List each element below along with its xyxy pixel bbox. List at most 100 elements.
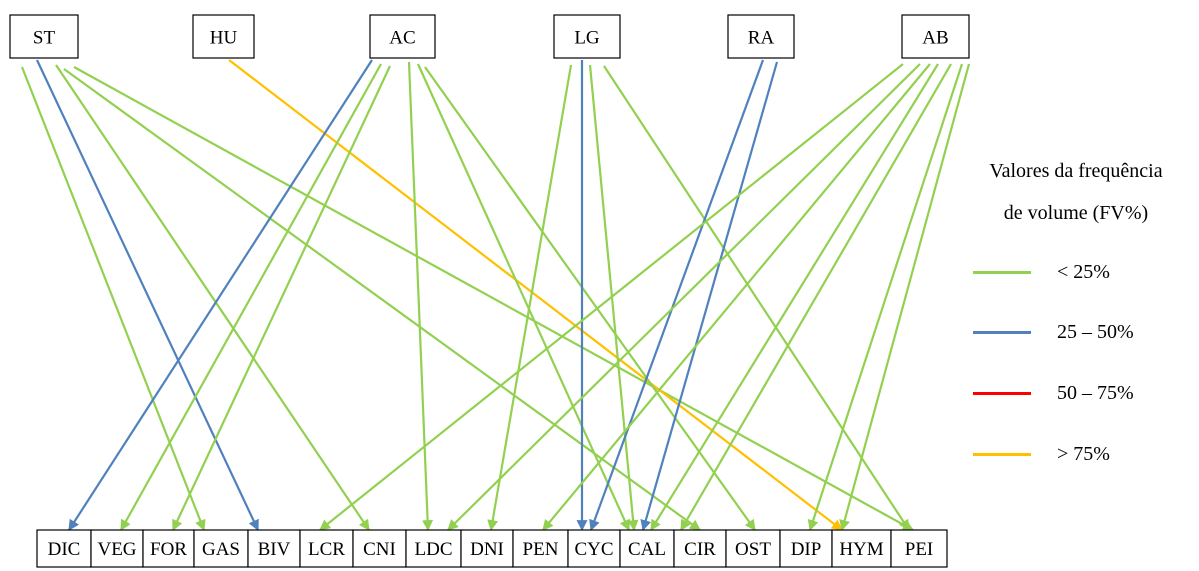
link-ab-dip xyxy=(807,63,964,532)
target-node-label: CIR xyxy=(684,539,716,560)
link-st-pei xyxy=(73,66,914,531)
source-node-box xyxy=(901,14,970,59)
target-node-label: CYC xyxy=(574,539,613,560)
link-ab-cir xyxy=(680,63,952,531)
target-node-label: LDC xyxy=(415,539,453,560)
target-node-for: FOR xyxy=(142,529,195,568)
target-node-label: DIP xyxy=(791,539,822,560)
source-node-box xyxy=(192,14,255,59)
target-node-box xyxy=(567,529,621,568)
target-node-label: CAL xyxy=(628,539,666,560)
source-node-label: AB xyxy=(922,28,948,49)
link-ra-cal xyxy=(640,61,779,532)
source-nodes: ST HU AC LG RA AB xyxy=(9,14,970,59)
source-node-box xyxy=(9,14,79,59)
target-nodes: DIC VEG FOR GAS BIV LCR CNI LDC DNI PEN CYC CAL CIR O… xyxy=(36,529,948,568)
source-node-box xyxy=(369,14,436,59)
link-st-biv xyxy=(36,59,259,531)
target-node-box xyxy=(725,529,781,568)
link-ac-for xyxy=(172,65,391,531)
target-node-cyc: CYC xyxy=(567,529,621,568)
target-node-box xyxy=(142,529,195,568)
link-ab-ldc xyxy=(447,63,921,531)
target-node-label: DNI xyxy=(470,539,504,560)
legend-label-lt25: < 25% xyxy=(1057,261,1110,283)
link-ab-hym xyxy=(839,63,971,532)
target-node-label: LCR xyxy=(308,539,345,560)
target-node-box xyxy=(247,529,301,568)
target-node-box xyxy=(619,529,675,568)
target-node-label: GAS xyxy=(202,539,240,560)
target-node-dic: DIC xyxy=(36,529,92,568)
target-node-box xyxy=(831,529,892,568)
target-node-box xyxy=(352,529,407,568)
target-node-ldc: LDC xyxy=(405,529,462,568)
legend-swatch-lt25 xyxy=(973,271,1031,274)
legend-title-line1: Valores da frequência xyxy=(989,160,1163,182)
link-st-cni xyxy=(55,64,370,531)
target-node-box xyxy=(193,529,249,568)
link-lg-pei xyxy=(603,65,910,531)
legend-title-line2: de volume (FV%) xyxy=(1003,202,1149,224)
target-node-veg: VEG xyxy=(90,529,144,568)
target-node-box xyxy=(405,529,462,568)
link-ac-ost xyxy=(424,66,756,531)
source-node-label: AC xyxy=(389,28,415,49)
target-node-box xyxy=(460,529,514,568)
link-ab-lcr xyxy=(319,63,904,531)
target-node-cir: CIR xyxy=(673,529,727,568)
target-node-label: BIV xyxy=(258,539,291,560)
target-node-label: OST xyxy=(735,539,771,560)
target-node-label: HYM xyxy=(839,539,883,560)
target-node-box xyxy=(890,529,948,568)
target-node-lcr: LCR xyxy=(299,529,354,568)
link-ac-cal xyxy=(416,63,631,532)
target-node-gas: GAS xyxy=(193,529,249,568)
legend-label-25to50: 25 – 50% xyxy=(1057,321,1134,343)
target-node-hym: HYM xyxy=(831,529,892,568)
source-node-ac: AC xyxy=(369,14,436,59)
link-ab-pen xyxy=(542,63,931,531)
link-hu-hym xyxy=(228,59,843,531)
target-node-box xyxy=(36,529,92,568)
source-node-label: LG xyxy=(574,28,600,49)
target-node-label: PEN xyxy=(523,539,559,560)
target-node-label: VEG xyxy=(97,539,136,560)
link-ac-dic xyxy=(68,59,373,531)
target-node-ost: OST xyxy=(725,529,781,568)
link-ra-cyc xyxy=(589,59,765,532)
source-node-st: ST xyxy=(9,14,79,59)
target-node-biv: BIV xyxy=(247,529,301,568)
link-ac-veg xyxy=(120,63,382,531)
legend-swatch-gt75 xyxy=(973,453,1031,456)
source-node-box xyxy=(553,14,621,59)
source-node-label: ST xyxy=(33,28,56,49)
legend-swatch-50to75 xyxy=(973,392,1031,395)
source-node-label: RA xyxy=(748,28,775,49)
link-lg-dni xyxy=(487,64,573,532)
legend-label-50to75: 50 – 75% xyxy=(1057,382,1134,404)
target-node-dip: DIP xyxy=(779,529,833,568)
source-node-label: HU xyxy=(210,28,238,49)
source-node-box xyxy=(727,14,795,59)
link-ab-cal xyxy=(650,63,939,531)
target-node-label: DIC xyxy=(48,539,81,560)
source-node-ra: RA xyxy=(727,14,795,59)
target-node-box xyxy=(779,529,833,568)
legend-label-gt75: > 75% xyxy=(1057,443,1110,465)
legend-swatch-25to50 xyxy=(973,331,1031,334)
source-node-hu: HU xyxy=(192,14,255,59)
target-node-label: PEI xyxy=(905,539,934,560)
target-node-label: CNI xyxy=(363,539,396,560)
target-node-pen: PEN xyxy=(512,529,569,568)
source-node-lg: LG xyxy=(553,14,621,59)
link-lines xyxy=(20,59,971,532)
target-node-dni: DNI xyxy=(460,529,514,568)
target-node-cal: CAL xyxy=(619,529,675,568)
target-node-pei: PEI xyxy=(890,529,948,568)
link-ac-ldc xyxy=(407,61,434,532)
source-node-ab: AB xyxy=(901,14,970,59)
target-node-label: FOR xyxy=(150,539,187,560)
link-st-gas xyxy=(20,66,206,532)
